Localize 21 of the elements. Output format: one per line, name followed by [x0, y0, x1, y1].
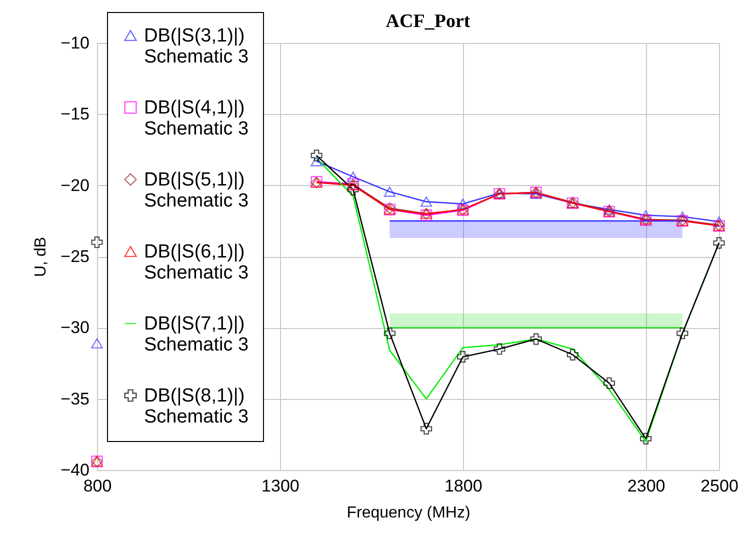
- legend-label: DB(|S(8,1)|) Schematic 3: [144, 386, 249, 428]
- y-axis-title: U, dB: [32, 236, 50, 278]
- x-tick-label: 2500: [700, 476, 738, 496]
- legend-label: DB(|S(6,1)|) Schematic 3: [144, 242, 249, 284]
- x-tick-label: 1800: [444, 476, 482, 496]
- y-tick-label: −10: [60, 34, 90, 52]
- x-tick-label: 800: [83, 476, 112, 496]
- legend-label: DB(|S(7,1)|) Schematic 3: [144, 314, 249, 356]
- chart-title: ACF_Port: [386, 11, 471, 32]
- legend-label: DB(|S(4,1)|) Schematic 3: [144, 98, 249, 140]
- y-tick-label: −40: [60, 460, 90, 480]
- y-tick-label: −35: [60, 389, 90, 408]
- y-tick-label: −15: [60, 104, 90, 124]
- legend-label: DB(|S(3,1)|) Schematic 3: [144, 26, 249, 68]
- x-tick-label: 2300: [627, 476, 666, 496]
- x-tick-label: 1300: [262, 476, 300, 496]
- x-axis-title: Frequency (MHz): [346, 504, 470, 522]
- y-tick-label: −25: [60, 247, 90, 266]
- y-tick-label: −30: [60, 318, 90, 338]
- y-tick-label: −20: [60, 176, 90, 195]
- legend-label: DB(|S(5,1)|) Schematic 3: [144, 170, 249, 212]
